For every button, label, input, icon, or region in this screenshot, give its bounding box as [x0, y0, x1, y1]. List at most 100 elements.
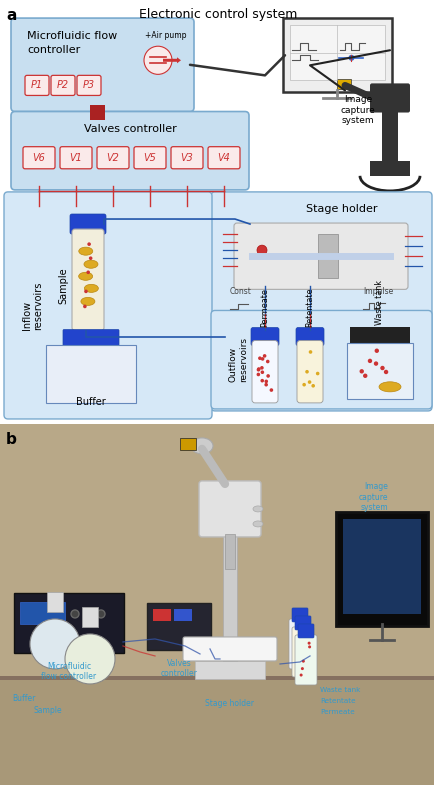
Circle shape [299, 674, 302, 677]
Bar [90, 105, 105, 119]
Circle shape [305, 370, 308, 374]
Text: P1: P1 [31, 80, 43, 90]
Circle shape [300, 667, 303, 670]
Bar [336, 79, 350, 89]
Circle shape [302, 383, 305, 386]
FancyBboxPatch shape [97, 147, 129, 169]
Text: Image
capture
system: Image capture system [358, 482, 387, 512]
Circle shape [256, 368, 260, 371]
FancyBboxPatch shape [51, 75, 75, 96]
FancyBboxPatch shape [210, 310, 431, 409]
Text: Stage holder: Stage holder [205, 699, 254, 708]
FancyBboxPatch shape [147, 603, 210, 650]
FancyBboxPatch shape [250, 327, 278, 345]
FancyBboxPatch shape [294, 616, 310, 630]
Circle shape [256, 373, 260, 376]
FancyBboxPatch shape [63, 330, 119, 345]
Circle shape [260, 366, 263, 370]
FancyBboxPatch shape [11, 111, 248, 190]
Ellipse shape [81, 298, 95, 305]
Circle shape [300, 625, 303, 628]
Circle shape [65, 634, 115, 684]
Circle shape [260, 371, 263, 374]
Circle shape [30, 619, 80, 669]
Bar [194, 661, 264, 679]
FancyBboxPatch shape [251, 341, 277, 403]
Circle shape [256, 245, 266, 255]
Bar [46, 345, 136, 403]
FancyBboxPatch shape [207, 147, 240, 169]
Circle shape [307, 380, 311, 384]
Text: Permeate: Permeate [260, 287, 269, 327]
Text: Const: Const [230, 287, 251, 297]
Circle shape [71, 610, 79, 618]
Circle shape [97, 610, 105, 618]
Circle shape [86, 271, 90, 274]
Circle shape [299, 650, 302, 653]
Circle shape [308, 350, 312, 354]
Text: Valves
controller: Valves controller [160, 659, 197, 678]
Circle shape [301, 659, 304, 663]
Text: V4: V4 [217, 153, 230, 162]
Text: V1: V1 [69, 153, 82, 162]
Circle shape [307, 645, 310, 648]
Text: +Air pump: +Air pump [145, 31, 186, 40]
Bar [349, 327, 409, 342]
Bar [82, 607, 98, 627]
Text: Image
capture
system: Image capture system [340, 96, 375, 126]
Circle shape [297, 633, 300, 636]
Bar [317, 234, 337, 279]
Circle shape [383, 370, 388, 374]
Circle shape [257, 356, 261, 360]
Text: Retentate: Retentate [305, 287, 314, 327]
Circle shape [87, 243, 91, 246]
Circle shape [379, 366, 384, 371]
FancyBboxPatch shape [183, 637, 276, 661]
Bar [174, 609, 191, 621]
Bar [289, 25, 384, 80]
Circle shape [294, 628, 297, 630]
FancyBboxPatch shape [288, 619, 310, 669]
Text: V6: V6 [33, 153, 45, 162]
Circle shape [359, 369, 363, 374]
Ellipse shape [79, 247, 92, 255]
Text: Sample: Sample [58, 267, 68, 304]
Circle shape [269, 389, 273, 392]
FancyBboxPatch shape [283, 18, 391, 93]
Circle shape [295, 652, 298, 655]
FancyBboxPatch shape [335, 512, 427, 626]
Circle shape [256, 367, 260, 371]
FancyBboxPatch shape [233, 223, 407, 290]
Circle shape [84, 610, 92, 618]
Text: Buffer: Buffer [12, 694, 35, 703]
Circle shape [373, 361, 377, 366]
FancyBboxPatch shape [134, 147, 166, 169]
Ellipse shape [253, 521, 263, 527]
Ellipse shape [253, 506, 263, 512]
Circle shape [296, 650, 299, 653]
Circle shape [89, 257, 92, 260]
Text: Waste tank: Waste tank [375, 279, 384, 324]
Ellipse shape [378, 382, 400, 392]
FancyBboxPatch shape [23, 147, 55, 169]
Circle shape [265, 360, 269, 363]
Text: Microfluidic
flow controller: Microfluidic flow controller [41, 662, 96, 681]
Text: Electronic control system: Electronic control system [138, 8, 296, 21]
Circle shape [144, 46, 171, 75]
Text: Impulse: Impulse [362, 287, 392, 297]
Text: Valves controller: Valves controller [83, 123, 176, 133]
FancyBboxPatch shape [295, 327, 323, 345]
Text: b: b [6, 432, 17, 447]
Circle shape [260, 379, 263, 382]
FancyBboxPatch shape [297, 624, 313, 638]
Text: Inflow
reservoirs: Inflow reservoirs [22, 281, 43, 330]
Bar [381, 105, 397, 166]
Text: controller: controller [27, 46, 80, 55]
Text: Retentate: Retentate [319, 698, 355, 704]
FancyBboxPatch shape [291, 627, 313, 677]
Bar [20, 602, 65, 624]
Circle shape [348, 55, 354, 60]
Circle shape [315, 372, 319, 375]
Bar [0, 676, 434, 680]
FancyBboxPatch shape [60, 147, 92, 169]
